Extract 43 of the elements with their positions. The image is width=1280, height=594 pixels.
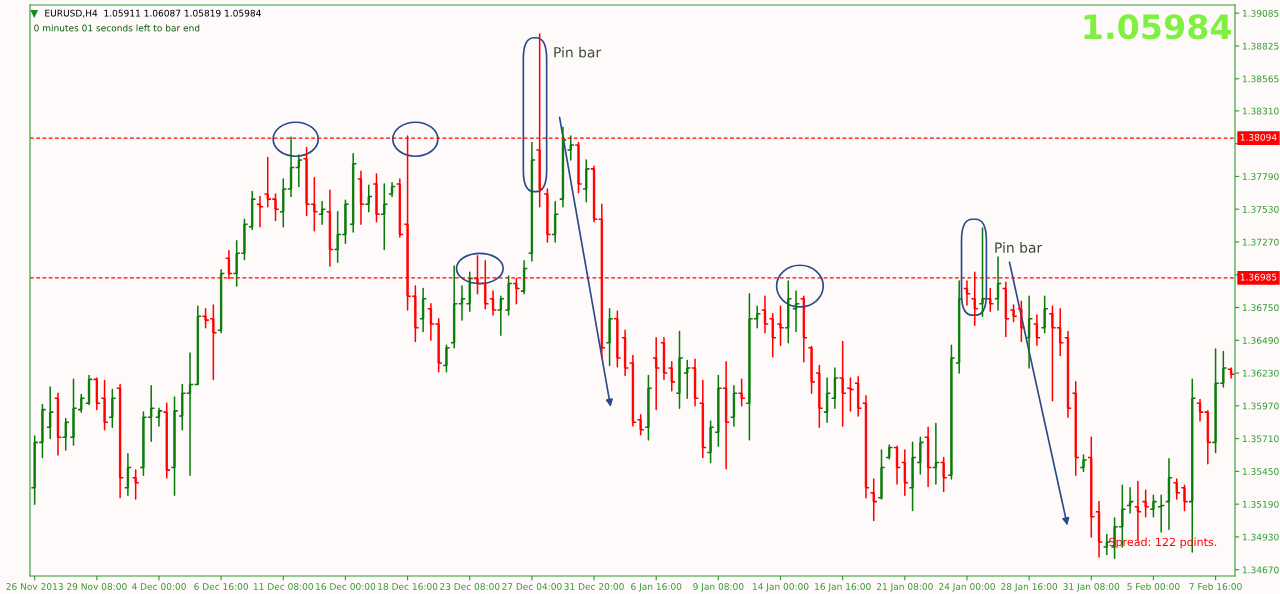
y-tick-label: 1.38310 [1242,107,1279,115]
x-tick-label: 26 Nov 2013 [6,583,63,590]
x-tick-label: 29 Nov 08:00 [67,583,127,590]
y-tick-label: 1.37270 [1242,238,1279,246]
chart-title: EURUSD,H4 1.05911 1.06087 1.05819 1.05984 [45,9,261,18]
y-tick-label: 1.38565 [1242,75,1279,83]
y-tick-label: 1.37790 [1242,173,1279,180]
x-tick-label: 11 Dec 08:00 [253,583,314,590]
x-tick-label: 9 Jan 08:00 [693,583,744,592]
x-tick-label: 6 Dec 16:00 [194,583,249,590]
y-tick-label: 1.34930 [1242,533,1279,541]
x-tick-label: 16 Dec 00:00 [316,583,376,590]
x-tick-label: 16 Jan 16:00 [815,583,871,592]
y-tick-label: 1.36750 [1242,304,1279,312]
y-tick-label: 1.37530 [1242,205,1279,213]
x-tick-label: 24 Jan 00:00 [939,583,995,592]
annotation: Pin bar [995,242,1043,253]
y-tick-label: 1.36490 [1242,337,1279,344]
x-tick-label: 23 Dec 08:00 [440,583,500,590]
y-tick-label: 1.34670 [1242,566,1279,574]
x-tick-label: 27 Dec 04:00 [502,583,562,590]
x-tick-label: 4 Dec 00:00 [131,583,186,590]
x-tick-label: 28 Jan 16:00 [1001,583,1058,592]
y-tick-label: 1.35710 [1242,435,1279,443]
y-tick-label: 1.38825 [1242,42,1279,50]
text: 0 minutes 01 seconds left to bar end [34,24,200,32]
x-tick-label: 5 Feb 00:00 [1127,582,1180,590]
x-tick-label: 18 Dec 16:00 [378,583,438,590]
y-tick-label: 1.35450 [1242,468,1279,475]
ref-line-label: 1.38094 [1240,133,1277,141]
x-tick-label: 21 Jan 08:00 [876,583,933,592]
ref-line-label: 1.36985 [1240,273,1277,281]
annotation: Pin bar [554,46,602,58]
y-tick-label: 1.39085 [1242,9,1279,17]
x-tick-label: 14 Jan 00:00 [752,583,809,592]
y-tick-label: 1.35190 [1242,500,1279,508]
x-tick-label: 31 Dec 20:00 [564,583,624,590]
x-tick-label: 6 Jan 16:00 [631,583,682,592]
y-tick-label: 1.35970 [1242,402,1279,410]
y-tick-label: 1.36230 [1242,369,1279,377]
x-tick-label: 31 Jan 08:00 [1063,583,1120,592]
x-tick-label: 7 Feb 16:00 [1189,582,1242,590]
annotation: 1.05984 [1084,14,1232,40]
